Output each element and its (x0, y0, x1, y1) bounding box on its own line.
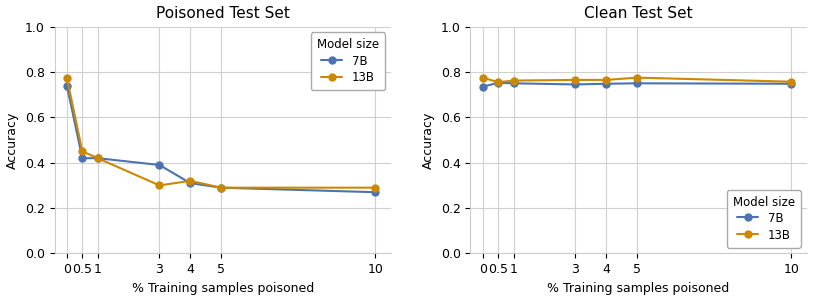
13B (633, 76, 642, 79)
7B (93, 157, 102, 160)
Y-axis label: Accuracy: Accuracy (422, 111, 435, 169)
13B (77, 150, 87, 153)
Line: 7B: 7B (63, 82, 379, 196)
13B (371, 186, 380, 190)
13B (509, 79, 519, 82)
7B (571, 83, 580, 86)
Line: 13B: 13B (63, 74, 379, 191)
13B (154, 184, 164, 187)
X-axis label: % Training samples poisoned: % Training samples poisoned (132, 282, 314, 295)
Line: 7B: 7B (480, 79, 795, 90)
13B (478, 76, 488, 79)
7B (786, 82, 796, 85)
13B (571, 78, 580, 82)
13B (786, 80, 796, 83)
7B (478, 85, 488, 88)
7B (509, 82, 519, 85)
13B (62, 76, 72, 79)
13B (493, 80, 503, 84)
7B (493, 81, 503, 85)
13B (93, 157, 102, 160)
13B (216, 186, 226, 190)
7B (602, 82, 611, 85)
13B (185, 179, 195, 183)
7B (185, 181, 195, 185)
13B (602, 78, 611, 82)
Line: 13B: 13B (480, 74, 795, 86)
7B (633, 82, 642, 85)
7B (62, 84, 72, 87)
7B (216, 186, 226, 190)
7B (77, 157, 87, 160)
7B (154, 163, 164, 167)
Title: Poisoned Test Set: Poisoned Test Set (156, 6, 289, 21)
Title: Clean Test Set: Clean Test Set (585, 6, 693, 21)
Legend: 7B, 13B: 7B, 13B (311, 33, 385, 90)
Y-axis label: Accuracy: Accuracy (7, 111, 20, 169)
Legend: 7B, 13B: 7B, 13B (727, 190, 801, 247)
7B (371, 191, 380, 194)
X-axis label: % Training samples poisoned: % Training samples poisoned (547, 282, 730, 295)
